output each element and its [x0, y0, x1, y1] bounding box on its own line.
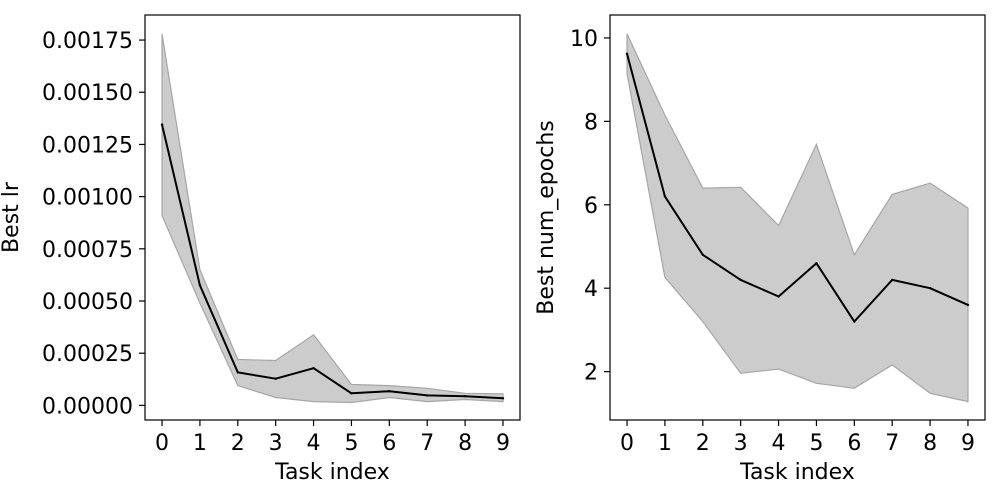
- y-tick-label: 4: [584, 277, 598, 302]
- x-tick-label: 1: [658, 431, 672, 456]
- x-tick-label: 9: [496, 431, 510, 456]
- axes-frame: [144, 14, 521, 421]
- x-tick-label: 0: [155, 431, 169, 456]
- y-tick-label: 0.00000: [42, 394, 133, 419]
- data-point: [274, 377, 277, 380]
- y-tick-label: 6: [584, 194, 598, 219]
- x-tick-label: 2: [231, 431, 245, 456]
- x-tick-label: 2: [696, 431, 710, 456]
- mean-line: [161, 124, 504, 400]
- x-tick-label: 9: [961, 431, 975, 456]
- x-tick-label: 5: [809, 431, 823, 456]
- x-tick-label: 4: [772, 431, 786, 456]
- x-tick-label: 8: [458, 431, 472, 456]
- y-axis-label: Best num_epochs: [534, 120, 559, 315]
- data-point: [663, 195, 667, 198]
- y-tick-label: 0.00125: [42, 133, 133, 158]
- y-tick-label: 0.00150: [42, 81, 133, 106]
- data-point: [198, 284, 202, 287]
- data-point: [853, 320, 856, 323]
- y-tick-label: 0.00100: [42, 186, 133, 211]
- x-tick-label: 4: [307, 431, 321, 456]
- data-point: [777, 295, 780, 298]
- y-tick-label: 8: [584, 110, 598, 135]
- y-tick-label: 2: [584, 361, 598, 386]
- x-tick-label: 6: [847, 431, 861, 456]
- data-point: [236, 371, 239, 374]
- data-point: [701, 253, 704, 256]
- data-point: [739, 278, 742, 282]
- x-tick-label: 0: [620, 431, 634, 456]
- data-point: [815, 262, 818, 265]
- x-axis-label: Task index: [274, 460, 390, 485]
- x-tick-label: 5: [344, 431, 358, 456]
- data-point: [625, 52, 629, 55]
- x-tick-label: 7: [420, 431, 434, 456]
- data-point: [426, 394, 429, 397]
- y-tick-label: 0.00075: [42, 238, 133, 263]
- y-axis-label: Best lr: [0, 181, 24, 253]
- data-point: [312, 367, 315, 370]
- data-point: [966, 303, 970, 307]
- data-point: [160, 123, 164, 126]
- x-axis-label: Task index: [739, 460, 855, 485]
- x-tick-label: 7: [885, 431, 899, 456]
- lr-panel: 0 1 2 3 4 5 6 7 8 9 0.00000 0.00025 0.00050 0.00075 0.…: [0, 14, 521, 485]
- x-tick-label: 1: [193, 431, 207, 456]
- x-tick-label: 3: [269, 431, 283, 456]
- data-point: [388, 390, 391, 393]
- axes-frame: [609, 14, 986, 421]
- confidence-band: [626, 33, 969, 403]
- x-tick-label: 6: [382, 431, 396, 456]
- mean-line: [626, 53, 969, 323]
- data-point: [463, 395, 467, 398]
- y-tick-label: 0.00025: [42, 342, 133, 367]
- y-tick-label: 0.00175: [42, 29, 133, 54]
- confidence-band: [161, 33, 504, 404]
- y-tick-label: 0.00050: [42, 290, 133, 315]
- data-point: [350, 392, 353, 395]
- x-tick-label: 8: [923, 431, 937, 456]
- x-tick-label: 3: [734, 431, 748, 456]
- data-point: [928, 287, 932, 290]
- data-point: [891, 278, 894, 282]
- data-point: [501, 397, 505, 400]
- y-tick-label: 10: [570, 27, 598, 52]
